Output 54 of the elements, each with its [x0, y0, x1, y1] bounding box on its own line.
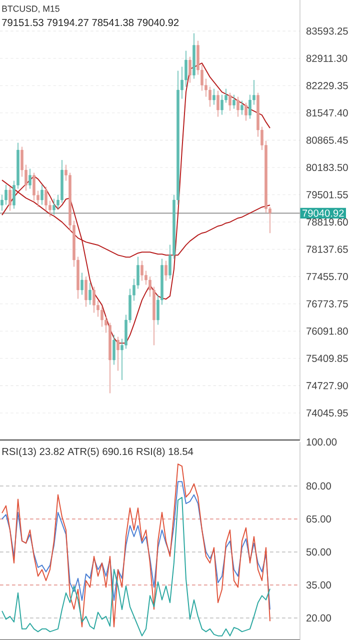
candlestick [100, 306, 104, 328]
candlestick [32, 172, 36, 202]
y-tick-label: 100.00 [306, 438, 337, 446]
text: 79151.53 79194.27 78541.38 79040.92 [2, 18, 179, 26]
y-tick-label: 35.00 [306, 581, 331, 589]
candlestick [88, 282, 92, 306]
y-tick-label: 74045.95 [306, 409, 348, 417]
y-tick-label: 83593.25 [306, 27, 348, 35]
y-tick-label: 74727.90 [306, 382, 348, 390]
y-tick-label: 82229.35 [306, 82, 348, 90]
y-tick-label: 76091.80 [306, 328, 348, 335]
candlestick [212, 88, 216, 106]
y-tick-label: 78137.65 [306, 246, 348, 253]
candlestick [4, 184, 8, 206]
y-tick-label: 80865.45 [306, 136, 348, 144]
candlestick [188, 56, 192, 84]
y-tick-label: 80183.50 [306, 164, 348, 172]
candlestick [236, 96, 240, 118]
candlestick [44, 186, 48, 212]
y-tick-label: 50.00 [306, 548, 331, 556]
line-series [1, 464, 270, 628]
text: RSI(13) 23.82 ATR(5) 690.16 RSI(8) 18.54 [2, 448, 194, 458]
candlestick [116, 336, 120, 372]
candlestick [112, 334, 116, 366]
candlestick [228, 92, 232, 112]
candlestick [216, 90, 220, 118]
y-tick-label: 81547.40 [306, 109, 348, 116]
candlestick [80, 272, 84, 296]
candlestick [240, 100, 244, 116]
candlestick [140, 260, 144, 282]
candlestick [40, 184, 44, 206]
y-tick-label: 79501.55 [306, 191, 348, 198]
text: BTCUSD, M15 [2, 6, 60, 13]
y-tick-label: 20.00 [306, 614, 331, 622]
y-tick-label: 75409.85 [306, 354, 348, 362]
y-tick-label: 78819.60 [306, 218, 348, 226]
y-tick-label: 76773.75 [306, 300, 348, 308]
candlestick [84, 276, 88, 308]
candlestick [8, 186, 12, 212]
ref-line-label: 79040.92 [302, 210, 344, 217]
y-tick-label: 65.00 [306, 515, 331, 523]
y-tick-label: 77455.70 [306, 272, 348, 280]
candlestick [164, 260, 168, 282]
y-tick-label: 80.00 [306, 482, 331, 490]
y-tick-label: 82911.30 [306, 54, 348, 62]
candlestick [244, 102, 248, 122]
candlestick [220, 94, 224, 116]
candlestick [52, 198, 56, 216]
candlestick [184, 50, 188, 88]
candlestick [232, 94, 236, 110]
candlestick [248, 94, 252, 120]
candlestick [92, 286, 96, 314]
candlestick [28, 168, 32, 190]
candlestick [208, 86, 212, 108]
